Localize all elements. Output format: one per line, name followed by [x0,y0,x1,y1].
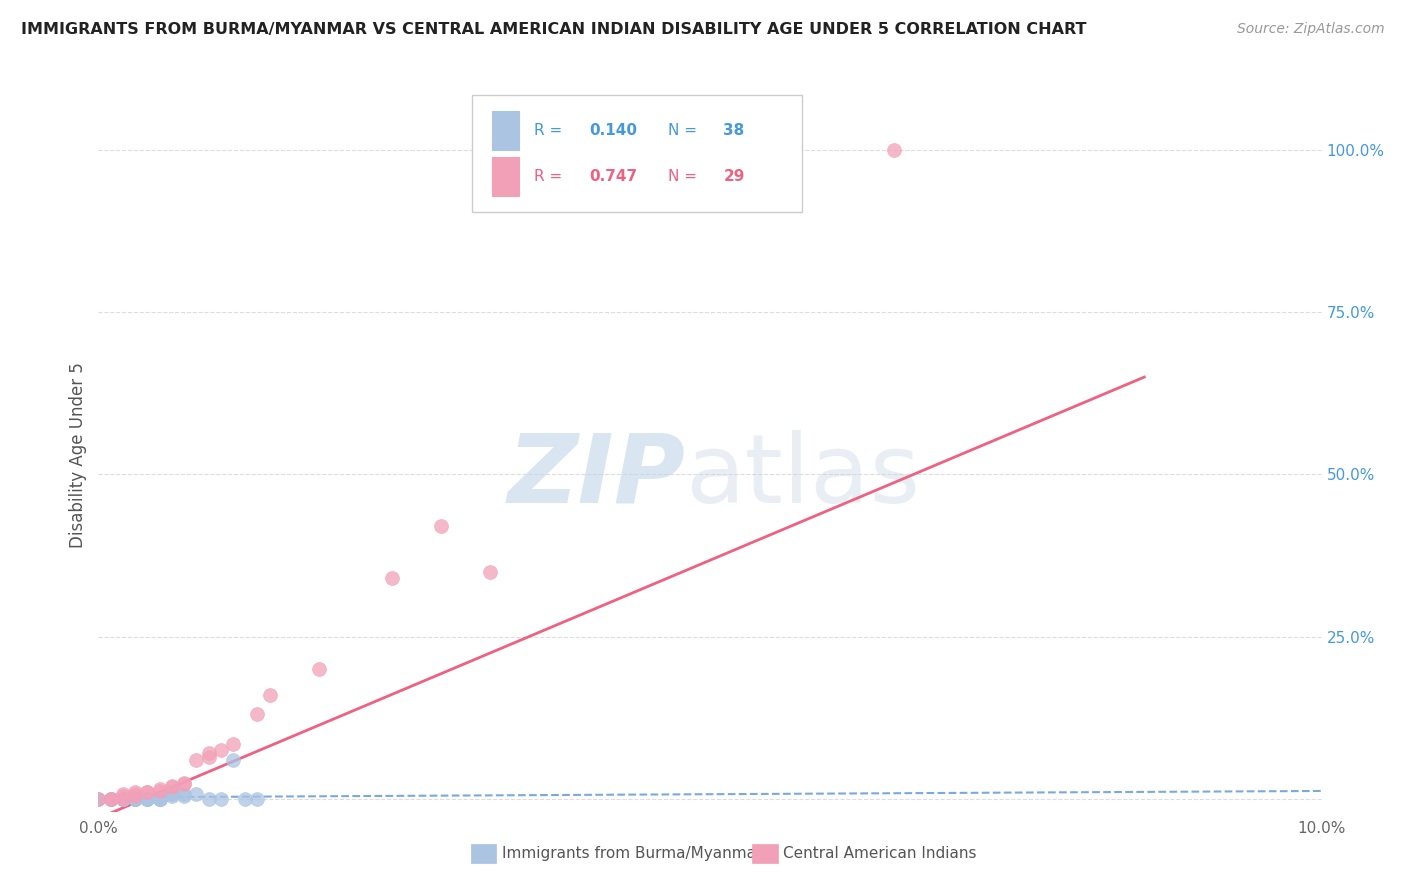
FancyBboxPatch shape [492,157,519,196]
Point [100,791,122,805]
Point [197,747,219,761]
Point [124,791,146,805]
Point [87,791,110,805]
Point [160,779,183,793]
Point [111,791,134,805]
Point [149,791,172,805]
Point [186,787,208,801]
Point [233,791,256,805]
Point [136,791,159,805]
Point [100,791,122,805]
Point [149,782,172,797]
Point [124,791,146,805]
Point [173,777,195,791]
Point [124,787,146,801]
Point [124,789,146,803]
Point [136,791,159,805]
Point [259,688,281,702]
Point [149,784,172,798]
Point [124,785,146,799]
Point [308,662,330,676]
Point [136,791,159,805]
Point [173,787,195,801]
Point [186,753,208,767]
Point [111,791,134,805]
Point [381,571,404,585]
Text: N =: N = [668,169,703,184]
Point [209,743,232,757]
Point [87,791,110,805]
Point [111,787,134,801]
Point [124,791,146,805]
Text: N =: N = [668,123,703,138]
Text: 38: 38 [724,123,745,138]
Point [883,143,905,157]
Point [209,791,232,805]
Text: ZIP: ZIP [508,430,686,523]
Point [197,791,219,805]
Point [222,737,245,751]
Point [124,791,146,805]
Text: Immigrants from Burma/Myanmar: Immigrants from Burma/Myanmar [502,847,762,861]
Point [478,565,501,579]
Point [111,789,134,803]
FancyBboxPatch shape [492,111,519,150]
Point [430,519,453,533]
Point [160,780,183,794]
Point [173,775,195,789]
FancyBboxPatch shape [471,95,801,212]
Point [124,791,146,805]
Point [111,791,134,805]
Point [160,785,183,799]
Y-axis label: Disability Age Under 5: Disability Age Under 5 [69,362,87,548]
Text: Central American Indians: Central American Indians [783,847,977,861]
Point [197,749,219,764]
Point [160,789,183,803]
Point [87,791,110,805]
Point [136,791,159,805]
Text: Source: ZipAtlas.com: Source: ZipAtlas.com [1237,22,1385,37]
Point [149,791,172,805]
Point [246,791,269,805]
Point [149,791,172,805]
Text: atlas: atlas [686,430,921,523]
Point [111,791,134,805]
Point [111,791,134,805]
Point [149,791,172,805]
Text: R =: R = [534,169,567,184]
Point [160,787,183,801]
Point [246,707,269,722]
Text: R =: R = [534,123,567,138]
Text: 29: 29 [724,169,745,184]
Point [160,787,183,801]
Point [124,791,146,805]
Point [173,789,195,803]
Point [136,785,159,799]
Point [136,785,159,799]
Text: IMMIGRANTS FROM BURMA/MYANMAR VS CENTRAL AMERICAN INDIAN DISABILITY AGE UNDER 5 : IMMIGRANTS FROM BURMA/MYANMAR VS CENTRAL… [21,22,1087,37]
Text: 0.747: 0.747 [589,169,637,184]
Point [100,791,122,805]
Point [136,791,159,805]
Point [100,791,122,805]
Point [111,791,134,805]
Point [149,791,172,805]
Point [222,753,245,767]
Point [100,791,122,805]
Text: 0.140: 0.140 [589,123,637,138]
